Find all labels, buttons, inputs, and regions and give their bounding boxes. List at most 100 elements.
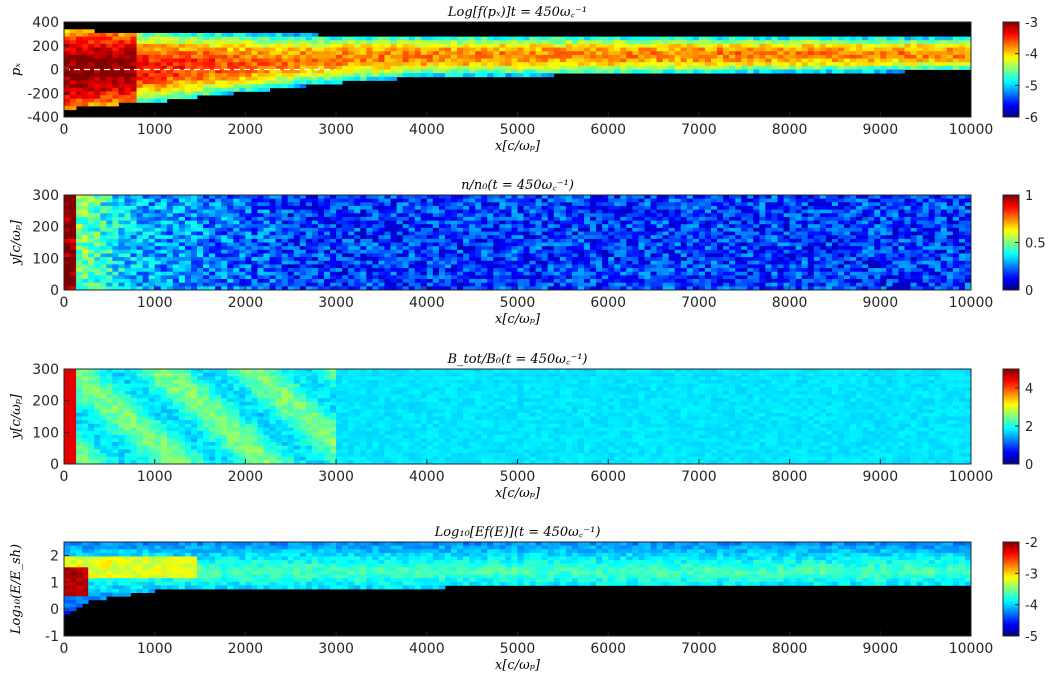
heatmap-cell (686, 51, 694, 56)
heatmap-cell (136, 40, 144, 45)
heatmap-cell (142, 235, 150, 240)
heatmap-cell (82, 282, 89, 287)
heatmap-cell (281, 69, 289, 74)
heatmap-cell (450, 58, 458, 63)
heatmap-cell (741, 242, 748, 247)
heatmap-cell (584, 47, 591, 52)
heatmap-cell (251, 279, 258, 284)
heatmap-cell (190, 47, 198, 52)
heatmap-cell (82, 268, 89, 273)
heatmap-cell (535, 220, 543, 225)
heatmap-cell (541, 264, 549, 269)
heatmap-cell (378, 227, 385, 232)
heatmap-cell (511, 69, 518, 74)
heatmap-cell (390, 73, 397, 78)
heatmap-cell (215, 246, 222, 251)
heatmap-cell (70, 264, 77, 269)
heatmap-cell (777, 51, 784, 56)
heatmap-cell (64, 58, 71, 63)
heatmap-cell (898, 65, 905, 70)
heatmap-cell (765, 54, 772, 59)
heatmap-cell (239, 260, 246, 265)
heatmap-cell (142, 40, 150, 45)
heatmap-cell (354, 246, 361, 251)
heatmap-cell (735, 198, 742, 203)
heatmap-cell (299, 69, 307, 74)
heatmap-cell (197, 238, 204, 243)
heatmap-cell (239, 268, 246, 273)
y-tick-label: 0 (50, 63, 59, 79)
heatmap-cell (602, 224, 609, 229)
heatmap-cell (299, 213, 307, 218)
heatmap-cell (88, 65, 95, 70)
heatmap-cell (178, 54, 186, 59)
heatmap-cell (444, 62, 452, 67)
heatmap-cell (384, 227, 391, 232)
heatmap-cell (172, 260, 180, 265)
heatmap-cell (203, 47, 210, 52)
heatmap-cell (535, 242, 543, 247)
heatmap-cell (596, 220, 603, 225)
heatmap-cell (886, 40, 893, 45)
heatmap-cell (493, 58, 500, 63)
heatmap-cell (154, 260, 162, 265)
heatmap-cell (378, 213, 385, 218)
heatmap-cell (118, 249, 125, 254)
heatmap-cell (565, 235, 573, 240)
heatmap-cell (577, 202, 585, 207)
heatmap-cell (408, 231, 416, 236)
heatmap-cell (469, 195, 476, 200)
heatmap-cell (112, 205, 119, 211)
heatmap-cell (360, 235, 367, 240)
heatmap-cell (197, 80, 204, 85)
heatmap-cell (245, 242, 252, 247)
heatmap-cell (209, 202, 216, 207)
heatmap-cell (529, 202, 537, 207)
heatmap-cell (360, 271, 367, 276)
heatmap-cell (360, 275, 367, 280)
heatmap-cell (263, 76, 270, 81)
heatmap-cell (964, 54, 972, 59)
heatmap-cell (275, 80, 283, 85)
heatmap-cell (850, 65, 857, 70)
heatmap-cell (493, 209, 500, 214)
heatmap-cell (221, 220, 228, 225)
heatmap-cell (354, 286, 361, 291)
heatmap-cell (160, 65, 168, 70)
heatmap-cell (257, 231, 264, 236)
heatmap-cell (184, 227, 192, 232)
heatmap-cell (70, 54, 77, 59)
heatmap-cell (197, 279, 204, 284)
heatmap-cell (765, 253, 772, 258)
heatmap-cell (402, 205, 410, 211)
heatmap-cell (710, 69, 718, 74)
heatmap-cell (414, 279, 422, 284)
heatmap-cell (154, 195, 162, 200)
heatmap-cell (100, 80, 107, 85)
heatmap-cell (94, 257, 101, 262)
heatmap-cell (348, 282, 355, 287)
heatmap-cell (457, 220, 464, 225)
heatmap-cell (680, 69, 688, 74)
heatmap-cell (330, 198, 337, 203)
heatmap-cell (487, 69, 494, 74)
heatmap-cell (414, 36, 422, 41)
heatmap-cell (571, 238, 579, 243)
heatmap-cell (958, 47, 966, 52)
heatmap-cell (354, 238, 361, 243)
heatmap-cell (76, 51, 83, 56)
heatmap-cell (118, 40, 125, 45)
heatmap-cell (602, 279, 609, 284)
heatmap-cell (378, 202, 385, 207)
heatmap-cell (638, 260, 645, 265)
heatmap-cell (934, 58, 942, 63)
heatmap-cell (263, 205, 270, 211)
heatmap-cell (698, 216, 706, 221)
heatmap-cell (457, 242, 464, 247)
heatmap-cell (704, 202, 712, 207)
heatmap-cell (469, 271, 476, 276)
heatmap-cell (227, 32, 234, 38)
heatmap-cell (88, 209, 95, 214)
heatmap-cell (136, 231, 144, 236)
heatmap-cell (100, 286, 107, 291)
